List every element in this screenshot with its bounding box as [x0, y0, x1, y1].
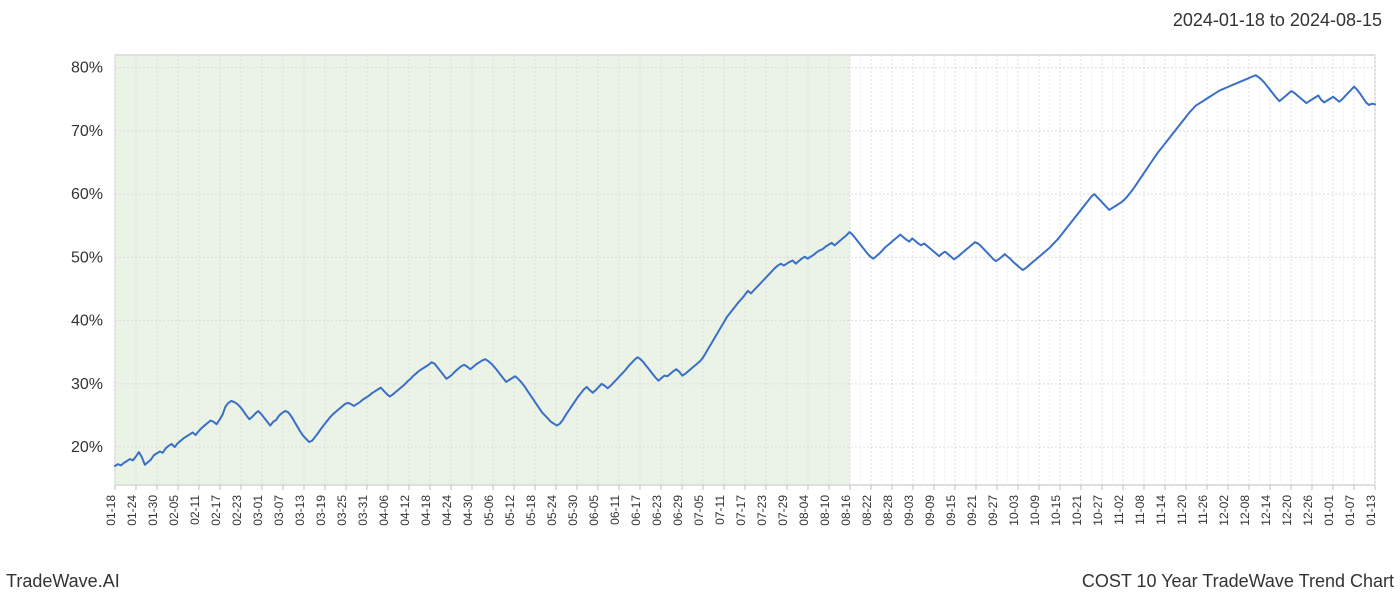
- svg-text:09-27: 09-27: [986, 495, 1000, 526]
- svg-text:07-17: 07-17: [734, 495, 748, 526]
- svg-text:06-05: 06-05: [587, 495, 601, 526]
- svg-text:04-30: 04-30: [461, 495, 475, 526]
- svg-text:10-09: 10-09: [1028, 495, 1042, 526]
- svg-text:12-08: 12-08: [1238, 495, 1252, 526]
- svg-text:03-13: 03-13: [293, 495, 307, 526]
- svg-text:09-09: 09-09: [923, 495, 937, 526]
- svg-text:05-18: 05-18: [524, 495, 538, 526]
- svg-text:06-23: 06-23: [650, 495, 664, 526]
- svg-text:07-29: 07-29: [776, 495, 790, 526]
- line-chart: 20% 30% 40% 50% 60% 70% 80% 01-18 01-24 01-30 02-0…: [0, 0, 1400, 600]
- svg-text:01-30: 01-30: [146, 495, 160, 526]
- svg-text:05-12: 05-12: [503, 495, 517, 526]
- svg-text:11-08: 11-08: [1133, 495, 1147, 525]
- svg-text:09-15: 09-15: [944, 495, 958, 526]
- svg-text:02-11: 02-11: [188, 495, 202, 525]
- svg-text:30%: 30%: [71, 376, 103, 393]
- svg-text:01-01: 01-01: [1322, 495, 1336, 526]
- svg-text:01-07: 01-07: [1343, 495, 1357, 526]
- svg-text:02-17: 02-17: [209, 495, 223, 526]
- svg-text:10-27: 10-27: [1091, 495, 1105, 526]
- svg-text:09-03: 09-03: [902, 495, 916, 526]
- svg-text:03-31: 03-31: [356, 495, 370, 526]
- svg-text:03-01: 03-01: [251, 495, 265, 526]
- svg-text:10-03: 10-03: [1007, 495, 1021, 526]
- svg-text:11-20: 11-20: [1175, 495, 1189, 525]
- svg-text:04-18: 04-18: [419, 495, 433, 526]
- svg-text:09-21: 09-21: [965, 495, 979, 526]
- svg-text:03-25: 03-25: [335, 495, 349, 526]
- svg-text:04-06: 04-06: [377, 495, 391, 526]
- svg-text:12-20: 12-20: [1280, 495, 1294, 526]
- svg-text:11-14: 11-14: [1154, 495, 1168, 525]
- svg-text:02-23: 02-23: [230, 495, 244, 526]
- svg-text:10-21: 10-21: [1070, 495, 1084, 526]
- date-range-label: 2024-01-18 to 2024-08-15: [1173, 10, 1382, 31]
- svg-text:12-02: 12-02: [1217, 495, 1231, 526]
- svg-text:04-24: 04-24: [440, 495, 454, 526]
- svg-text:08-22: 08-22: [860, 495, 874, 526]
- svg-text:12-26: 12-26: [1301, 495, 1315, 526]
- svg-text:50%: 50%: [71, 249, 103, 266]
- svg-text:04-12: 04-12: [398, 495, 412, 526]
- svg-text:12-14: 12-14: [1259, 495, 1273, 526]
- chart-title: COST 10 Year TradeWave Trend Chart: [1082, 571, 1394, 592]
- svg-text:05-24: 05-24: [545, 495, 559, 526]
- svg-text:08-16: 08-16: [839, 495, 853, 526]
- svg-text:07-11: 07-11: [713, 495, 727, 525]
- svg-text:03-19: 03-19: [314, 495, 328, 526]
- svg-text:08-10: 08-10: [818, 495, 832, 526]
- svg-text:03-07: 03-07: [272, 495, 286, 526]
- svg-text:40%: 40%: [71, 313, 103, 330]
- svg-text:08-04: 08-04: [797, 495, 811, 526]
- svg-text:06-11: 06-11: [608, 495, 622, 525]
- svg-text:07-23: 07-23: [755, 495, 769, 526]
- svg-text:11-26: 11-26: [1196, 495, 1210, 525]
- svg-text:06-17: 06-17: [629, 495, 643, 526]
- svg-text:02-05: 02-05: [167, 495, 181, 526]
- svg-text:08-28: 08-28: [881, 495, 895, 526]
- chart-container: 2024-01-18 to 2024-08-15 20% 30% 40% 50% 60%…: [0, 0, 1400, 600]
- svg-text:05-30: 05-30: [566, 495, 580, 526]
- svg-text:60%: 60%: [71, 186, 103, 203]
- svg-text:70%: 70%: [71, 123, 103, 140]
- svg-text:11-02: 11-02: [1112, 495, 1126, 525]
- svg-text:06-29: 06-29: [671, 495, 685, 526]
- svg-text:01-18: 01-18: [104, 495, 118, 526]
- svg-text:01-13: 01-13: [1364, 495, 1378, 526]
- svg-text:07-05: 07-05: [692, 495, 706, 526]
- brand-label: TradeWave.AI: [6, 571, 120, 592]
- svg-text:05-06: 05-06: [482, 495, 496, 526]
- svg-text:10-15: 10-15: [1049, 495, 1063, 526]
- svg-text:01-24: 01-24: [125, 495, 139, 526]
- svg-text:80%: 80%: [71, 60, 103, 77]
- svg-text:20%: 20%: [71, 439, 103, 456]
